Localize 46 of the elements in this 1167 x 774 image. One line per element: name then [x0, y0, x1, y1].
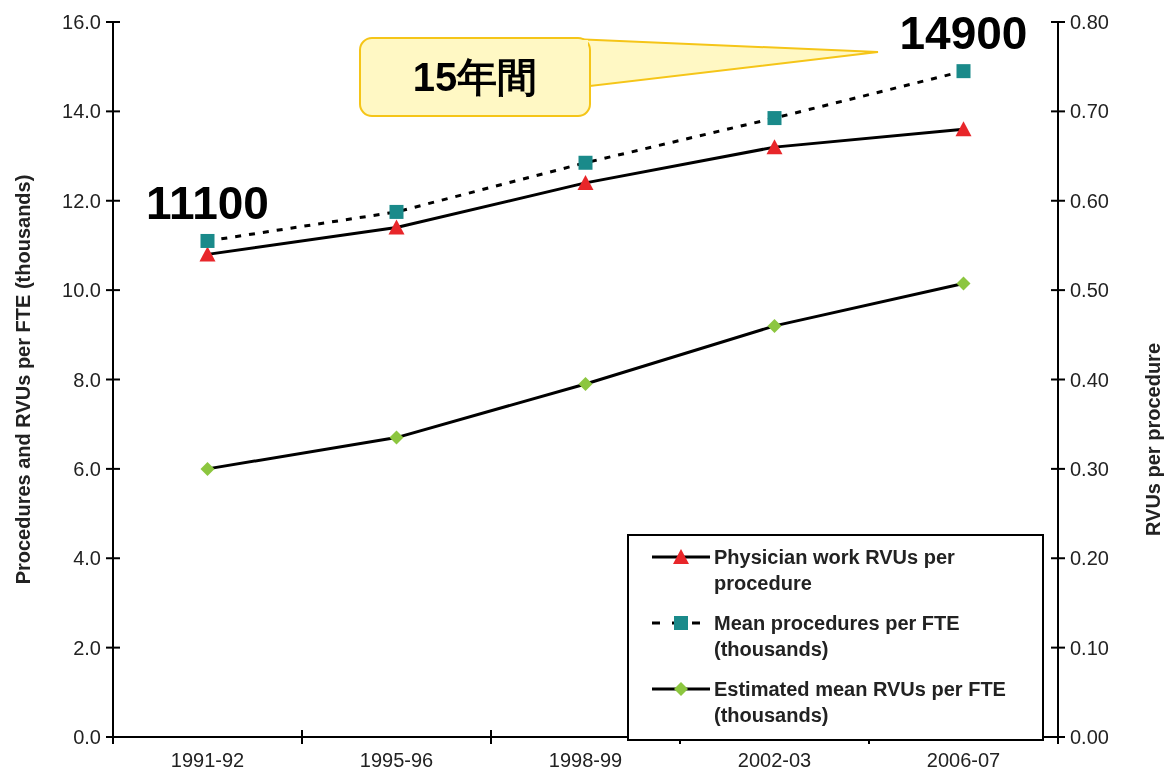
legend-label: Estimated mean RVUs per FTE (thousands): [714, 678, 1006, 726]
point: [955, 121, 972, 137]
point: [956, 276, 971, 291]
y2-tick-label: 0.70: [1070, 100, 1109, 123]
point: [578, 376, 593, 391]
point: [200, 461, 215, 476]
annotation: 15年間: [412, 55, 538, 99]
y2-tick-label: 0.80: [1070, 11, 1109, 33]
y2-tick-label: 0.50: [1070, 279, 1109, 302]
x-tick-label: 1998-99: [548, 749, 623, 771]
point: [199, 246, 216, 262]
x-tick-label: 1995-96: [359, 749, 434, 771]
y-tick-label: 4.0: [73, 547, 101, 570]
point: [577, 174, 594, 190]
point: [388, 219, 405, 235]
y2-tick-label: 0.30: [1070, 457, 1109, 480]
y2-tick-label: 0.00: [1070, 726, 1109, 748]
point: [767, 111, 782, 126]
y-axis-title: Procedures and RVUs per FTE (thousands): [12, 174, 34, 585]
point: [389, 204, 404, 219]
x-tick-label: 2006-07: [926, 749, 1001, 771]
y2-tick-label: 0.60: [1070, 189, 1109, 212]
legend-label: Physician work RVUs per procedure: [714, 546, 956, 594]
point: [578, 155, 593, 170]
point: [389, 430, 404, 445]
y-tick-label: 16.0: [62, 11, 101, 33]
x-tick-label: 1991-92: [170, 749, 245, 771]
y-tick-label: 12.0: [62, 189, 101, 212]
y-tick-label: 0.0: [73, 726, 101, 748]
legend-label: Mean procedures per FTE (thousands): [714, 612, 960, 660]
point: [767, 318, 782, 333]
y2-tick-label: 0.10: [1070, 636, 1109, 659]
y2-axis-title: RVUs per procedure: [1142, 342, 1164, 537]
x-tick-label: 2002-03: [737, 749, 812, 771]
point: [200, 233, 215, 248]
y2-tick-label: 0.40: [1070, 368, 1109, 391]
y-tick-label: 14.0: [62, 100, 101, 123]
annotation: 11100: [146, 176, 269, 229]
y-tick-label: 10.0: [62, 279, 101, 302]
annotation: 14900: [899, 7, 1028, 60]
y-tick-label: 6.0: [73, 457, 101, 480]
point: [956, 64, 971, 79]
point: [766, 139, 783, 155]
y-tick-label: 8.0: [73, 368, 101, 391]
y-tick-label: 2.0: [73, 636, 101, 659]
y2-tick-label: 0.20: [1070, 547, 1109, 570]
